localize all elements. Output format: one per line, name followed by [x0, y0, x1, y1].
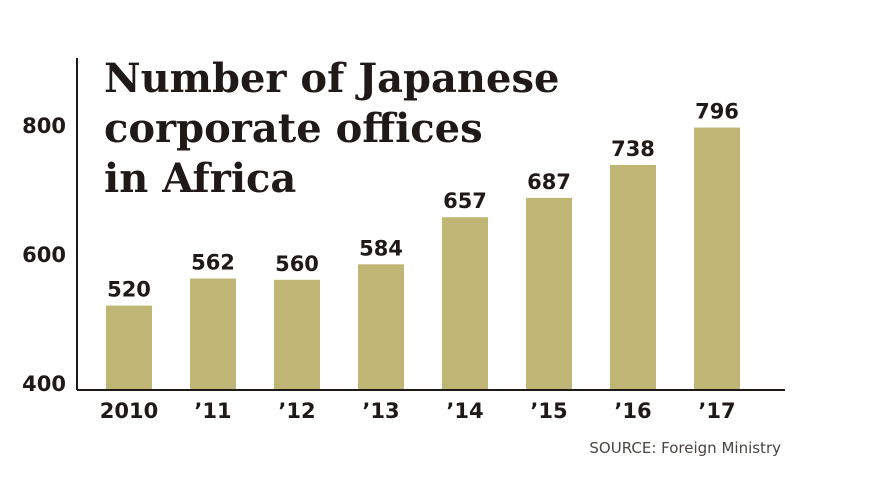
bar-1 — [190, 278, 236, 390]
data-label-4: 657 — [443, 189, 487, 213]
x-tick-label-6: ’16 — [614, 399, 651, 423]
title-line-3: in Africa — [104, 155, 296, 202]
title-line-1: Number of Japanese — [104, 55, 559, 102]
bar-6 — [610, 164, 656, 390]
x-tick-label-3: ’13 — [362, 399, 399, 423]
data-label-6: 738 — [611, 137, 655, 161]
data-label-7: 796 — [695, 100, 739, 124]
x-tick-label-2: ’12 — [278, 399, 315, 423]
data-label-3: 584 — [359, 236, 403, 260]
data-label-5: 687 — [527, 170, 571, 194]
bar-4 — [442, 217, 488, 390]
y-tick-label-0: 400 — [22, 372, 66, 396]
source-note: SOURCE: Foreign Ministry — [589, 439, 781, 457]
y-tick-label-1: 600 — [22, 243, 66, 267]
bar-5 — [526, 197, 572, 390]
data-label-0: 520 — [107, 278, 151, 302]
bar-3 — [358, 264, 404, 390]
y-tick-label-2: 800 — [22, 114, 66, 138]
x-axis-ticks: 2010 ’11 ’12 ’13 ’14 ’15 ’16 ’17 — [100, 399, 736, 423]
bar-2 — [274, 279, 320, 390]
data-label-2: 560 — [275, 252, 319, 276]
x-tick-label-1: ’11 — [194, 399, 231, 423]
y-axis-ticks: 400 600 800 — [22, 114, 66, 396]
x-tick-label-5: ’15 — [530, 399, 567, 423]
bar-7 — [694, 127, 740, 390]
title-line-2: corporate offices — [104, 105, 483, 152]
x-tick-label-4: ’14 — [446, 399, 483, 423]
bar-0 — [106, 305, 152, 390]
chart-title: Number of Japanese corporate offices in … — [104, 55, 559, 202]
x-tick-label-7: ’17 — [698, 399, 735, 423]
data-label-1: 562 — [191, 251, 235, 275]
bars-group — [106, 127, 740, 390]
data-labels-group: 520 562 560 584 657 687 738 796 — [107, 100, 739, 302]
x-tick-label-0: 2010 — [100, 399, 158, 423]
